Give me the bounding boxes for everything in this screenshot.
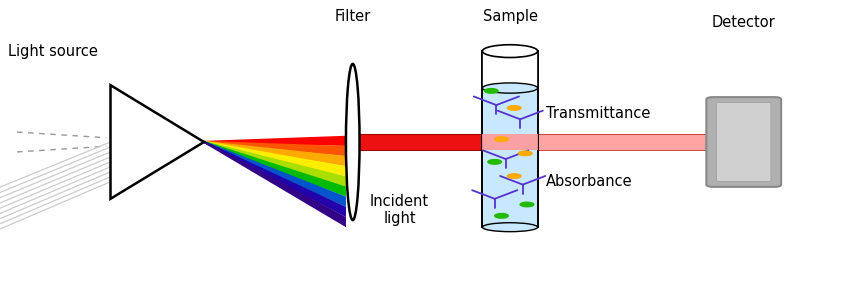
Text: Transmittance: Transmittance xyxy=(546,106,650,121)
Circle shape xyxy=(518,151,532,156)
Ellipse shape xyxy=(483,83,537,93)
Circle shape xyxy=(488,160,502,164)
FancyBboxPatch shape xyxy=(717,103,771,181)
Polygon shape xyxy=(204,141,346,187)
Circle shape xyxy=(484,89,498,93)
Polygon shape xyxy=(204,141,346,176)
Text: Sample: Sample xyxy=(483,9,537,24)
Text: Light source: Light source xyxy=(8,44,99,59)
Polygon shape xyxy=(360,134,483,150)
Bar xyxy=(483,51,537,88)
Polygon shape xyxy=(204,141,346,166)
Text: Filter: Filter xyxy=(335,9,371,24)
Circle shape xyxy=(495,214,508,218)
Polygon shape xyxy=(204,141,346,156)
Text: Detector: Detector xyxy=(711,15,775,30)
Circle shape xyxy=(495,137,508,141)
Polygon shape xyxy=(204,141,346,217)
Circle shape xyxy=(507,174,521,178)
Polygon shape xyxy=(204,141,346,207)
Text: Absorbance: Absorbance xyxy=(546,174,632,189)
Ellipse shape xyxy=(483,223,537,232)
Polygon shape xyxy=(483,134,537,150)
Polygon shape xyxy=(204,141,346,197)
Ellipse shape xyxy=(346,64,360,220)
Ellipse shape xyxy=(483,45,537,57)
Text: Incident
light: Incident light xyxy=(370,194,429,226)
Circle shape xyxy=(520,202,534,207)
Polygon shape xyxy=(537,134,713,150)
Polygon shape xyxy=(204,141,346,227)
Polygon shape xyxy=(110,85,204,199)
Polygon shape xyxy=(204,136,346,146)
Circle shape xyxy=(507,106,521,110)
Bar xyxy=(483,51,537,227)
FancyBboxPatch shape xyxy=(706,97,781,187)
